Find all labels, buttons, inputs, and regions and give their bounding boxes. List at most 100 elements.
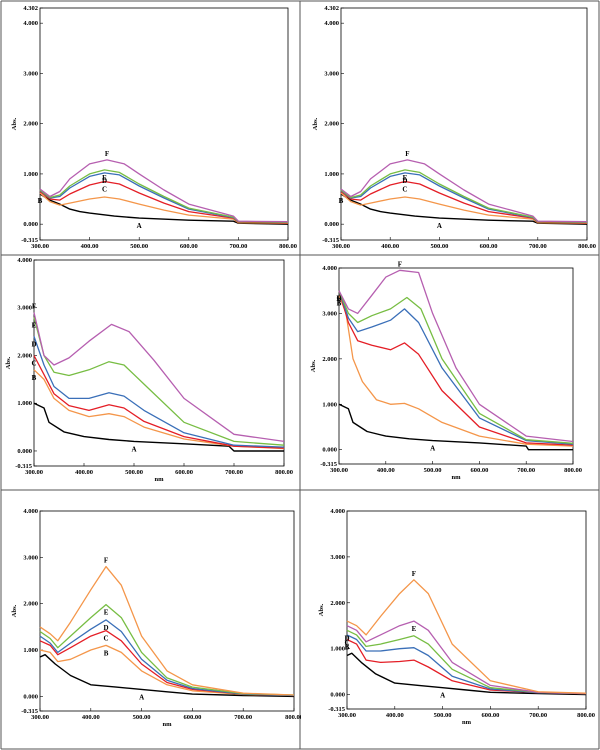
x-tick-label: 800.00	[285, 714, 301, 721]
series-line-E	[340, 169, 588, 223]
series-line-D	[346, 629, 587, 695]
series-line-F	[346, 579, 587, 694]
series-line-B	[346, 638, 587, 695]
x-tick-label: 400.00	[75, 469, 93, 476]
series-line-A	[39, 193, 289, 225]
series-label: A	[440, 692, 445, 700]
y-tick-label: -0.315	[322, 237, 340, 244]
series-line-D	[39, 619, 295, 697]
y-tick-label: 3.000	[23, 70, 38, 77]
x-tick-label: 600.00	[175, 469, 193, 476]
y-tick-label: 3.000	[17, 305, 32, 312]
series-line-E	[346, 620, 587, 695]
series-label: F	[105, 150, 109, 158]
x-tick-label: 400.00	[82, 714, 100, 721]
y-tick-label: 2.000	[322, 356, 337, 363]
series-line-D	[340, 172, 588, 223]
y-tick-label: 4.000	[17, 257, 32, 264]
series-label: A	[430, 445, 435, 453]
y-tick-label: -0.315	[15, 463, 33, 470]
series-line-A	[346, 652, 587, 696]
y-axis-label: Abs.	[318, 603, 325, 616]
series-label: E	[32, 321, 37, 329]
series-line-A	[340, 193, 588, 225]
series-label: C	[102, 185, 107, 193]
series-label: E	[403, 174, 408, 182]
series-label: D	[102, 177, 107, 185]
series-label: D	[336, 295, 341, 303]
x-axis-label: nm	[462, 719, 472, 726]
series-label: A	[137, 222, 142, 230]
series-line-E	[33, 317, 285, 446]
chart-panel-2: 4.302 4.000 3.000 2.000 1.000 0.000 -0.315 300.…	[301, 2, 600, 254]
x-axis-label: nm	[162, 721, 172, 728]
x-tick-label: 300.00	[338, 712, 356, 719]
series-label: D	[402, 177, 407, 185]
chart-panel-4: 4.000 3.000 2.000 1.000 0.000 -0.315 300.00 400…	[301, 256, 600, 489]
x-tick-label: 500.00	[430, 243, 448, 250]
y-axis-label: Abs.	[5, 356, 12, 369]
x-tick-label: 700.00	[529, 712, 547, 719]
y-tick-label: 0.000	[17, 448, 32, 455]
x-tick-label: 800.00	[279, 243, 297, 250]
series-label: C	[31, 359, 36, 367]
y-tick-label: -0.315	[328, 706, 346, 713]
series-label: A	[139, 693, 144, 701]
x-tick-label: 300.00	[31, 714, 49, 721]
y-tick-label: 4.000	[23, 508, 38, 515]
y-tick-label: 3.000	[322, 310, 337, 317]
x-tick-label: 400.00	[386, 712, 404, 719]
y-axis-label: Abs.	[312, 117, 319, 130]
y-tick-label: 1.000	[322, 401, 337, 408]
y-tick-label: 2.000	[23, 601, 38, 608]
x-tick-label: 300.00	[31, 243, 49, 250]
y-tick-label: 4.000	[330, 508, 345, 515]
chart-panel-3: 4.000 3.000 2.000 1.000 0.000 -0.315 300.00 400…	[2, 256, 301, 489]
x-tick-label: 500.00	[434, 712, 452, 719]
x-tick-label: 700.00	[225, 469, 243, 476]
plot-frame	[39, 7, 289, 241]
x-tick-label: 600.00	[480, 243, 498, 250]
y-tick-label: 1.000	[17, 400, 32, 407]
x-tick-label: 600.00	[470, 467, 488, 474]
plot-frame	[340, 7, 588, 241]
x-tick-label: 500.00	[125, 469, 143, 476]
x-tick-label: 600.00	[183, 714, 201, 721]
y-tick-label: 2.000	[324, 121, 339, 128]
series-line-C	[346, 634, 587, 695]
series-line-B	[39, 192, 289, 224]
y-tick-label: 0.000	[322, 447, 337, 454]
series-line-E	[338, 290, 574, 444]
y-tick-label: 1.000	[330, 646, 345, 653]
x-tick-label: 700.00	[229, 243, 247, 250]
x-tick-label: 400.00	[381, 243, 399, 250]
series-label: C	[104, 635, 109, 643]
series-label: B	[38, 197, 43, 205]
plot-frame	[346, 510, 587, 710]
series-line-D	[39, 172, 289, 223]
x-tick-label: 800.00	[564, 467, 582, 474]
y-tick-label: -0.315	[21, 237, 39, 244]
y-tick-label: 3.000	[23, 554, 38, 561]
series-line-F	[39, 159, 289, 223]
chart-panel-5: 4.000 3.000 2.000 1.000 0.000 -0.315 300.00 400…	[2, 491, 301, 749]
series-line-A	[33, 402, 284, 452]
series-label: F	[32, 303, 36, 311]
x-tick-label: 300.00	[330, 467, 348, 474]
y-tick-label: 0.000	[330, 692, 345, 699]
x-tick-label: 400.00	[81, 243, 99, 250]
x-tick-label: 400.00	[377, 467, 395, 474]
x-axis-label: nm	[451, 474, 461, 481]
y-tick-label: 4.000	[23, 20, 38, 27]
series-line-B	[39, 644, 295, 697]
x-tick-label: 700.00	[517, 467, 535, 474]
y-axis-label: Abs.	[310, 359, 317, 372]
series-line-E	[39, 169, 289, 223]
series-label: B	[337, 299, 342, 307]
x-tick-label: 300.00	[332, 243, 350, 250]
series-label: D	[344, 634, 349, 642]
x-tick-label: 700.00	[529, 243, 547, 250]
